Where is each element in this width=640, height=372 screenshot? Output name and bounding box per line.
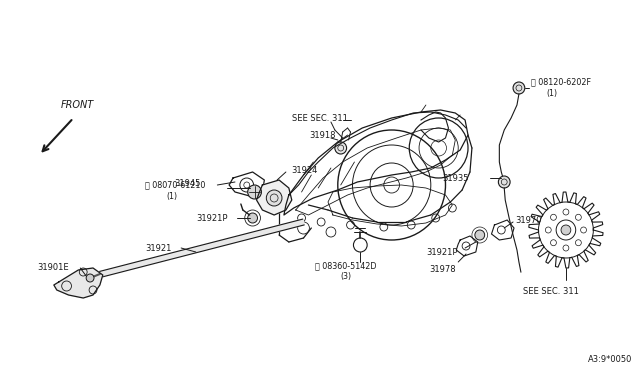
Text: 31945: 31945 [174,179,201,187]
Text: SEE SEC. 311: SEE SEC. 311 [292,113,348,122]
Text: (3): (3) [340,272,352,280]
Text: 31921P: 31921P [426,247,458,257]
Text: 31978: 31978 [429,266,456,275]
Circle shape [561,225,571,235]
Text: 31935: 31935 [442,173,469,183]
Text: 31921: 31921 [145,244,172,253]
Circle shape [513,82,525,94]
Polygon shape [257,180,292,215]
Text: SEE SEC. 311: SEE SEC. 311 [523,288,579,296]
Circle shape [499,176,510,188]
Text: Ⓑ 08120-6202F: Ⓑ 08120-6202F [531,77,591,87]
Text: FRONT: FRONT [61,100,94,110]
Polygon shape [54,268,103,298]
Circle shape [475,230,484,240]
Text: (1): (1) [547,89,557,97]
Polygon shape [86,219,304,281]
Circle shape [335,142,347,154]
Text: 31921P: 31921P [196,214,227,222]
Text: A3:9*0050: A3:9*0050 [588,356,632,365]
Circle shape [266,190,282,206]
Text: 31970: 31970 [515,215,541,224]
Text: 31901E: 31901E [37,263,69,273]
Text: 31918: 31918 [309,131,336,140]
Circle shape [248,185,261,199]
Circle shape [248,213,257,223]
Text: 31924: 31924 [292,166,318,174]
Text: (1): (1) [166,192,177,201]
Circle shape [86,274,94,282]
Text: Ⓑ 08070-61210: Ⓑ 08070-61210 [145,180,205,189]
Text: Ⓢ 08360-5142D: Ⓢ 08360-5142D [316,262,377,270]
